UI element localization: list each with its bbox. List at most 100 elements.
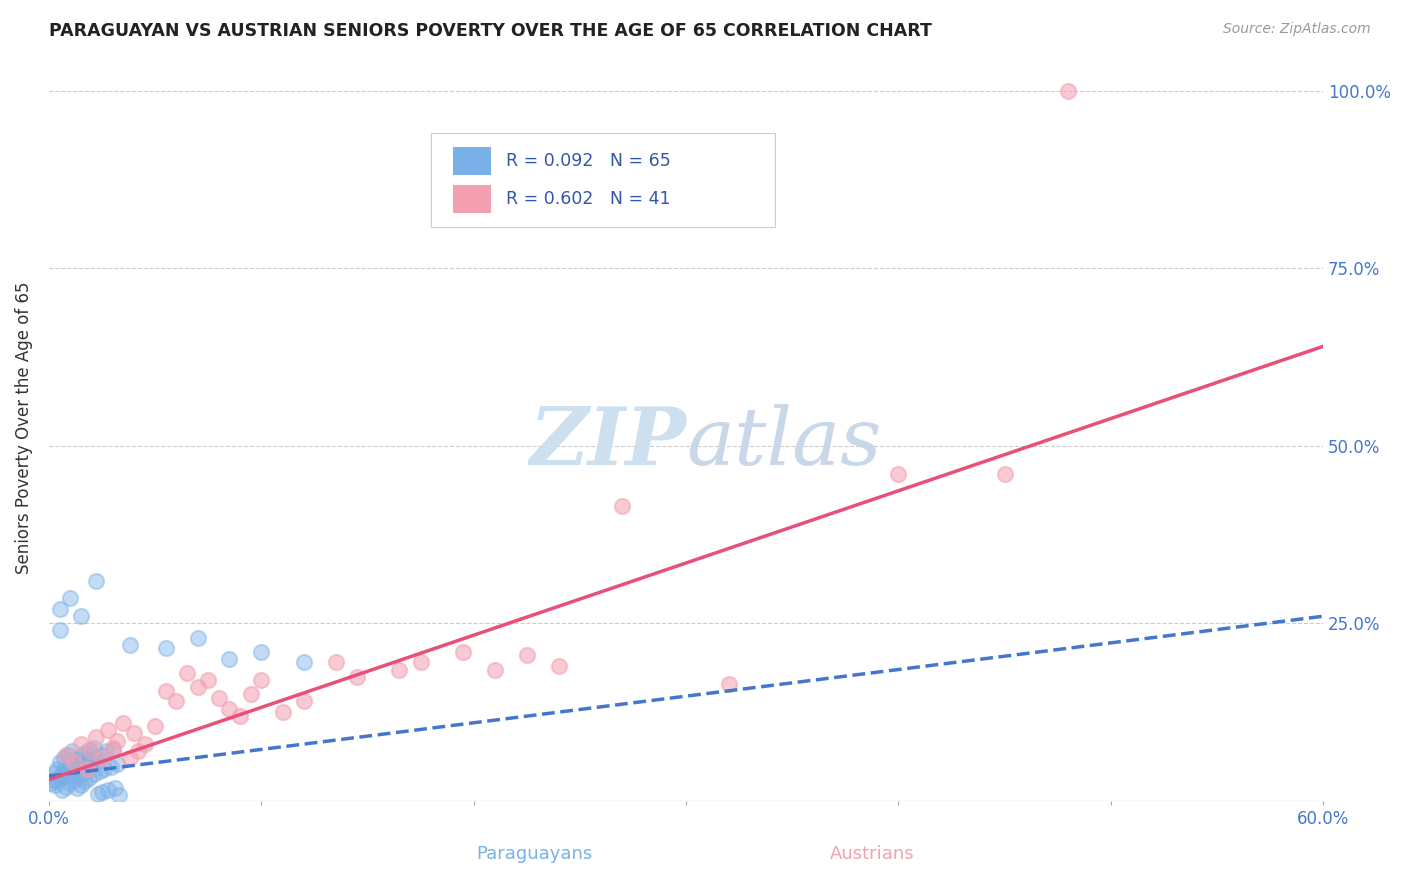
Point (250, 645, 273, 659)
Point (75, 774, 97, 789)
Point (56, 760, 79, 774)
Point (547, 659, 569, 673)
Point (292, 656, 315, 670)
Text: Source: ZipAtlas.com: Source: ZipAtlas.com (1223, 22, 1371, 37)
Point (84, 755, 107, 769)
Point (76, 755, 98, 769)
Point (155, 641, 177, 656)
Text: atlas: atlas (686, 404, 882, 482)
Point (105, 756, 128, 771)
Text: PARAGUAYAN VS AUSTRIAN SENIORS POVERTY OVER THE AGE OF 65 CORRELATION CHART: PARAGUAYAN VS AUSTRIAN SENIORS POVERTY O… (49, 22, 932, 40)
Point (101, 740, 124, 755)
Point (83, 767, 105, 781)
Point (717, 677, 740, 691)
Text: ZIP: ZIP (529, 404, 686, 482)
Point (84, 730, 107, 744)
Point (122, 726, 145, 740)
Point (994, 467, 1017, 482)
Point (79, 743, 101, 757)
Point (187, 631, 209, 645)
Point (143, 719, 166, 733)
Point (46, 762, 69, 776)
Point (89, 764, 111, 778)
Point (229, 708, 252, 723)
Point (76, 762, 98, 776)
Point (75, 746, 97, 760)
Point (48, 602, 70, 616)
Point (155, 683, 177, 698)
Point (46, 774, 69, 789)
Point (55, 769, 77, 783)
Point (451, 645, 474, 659)
Point (72, 765, 94, 780)
Point (52, 751, 75, 765)
Point (84, 574, 107, 588)
Point (65, 753, 87, 767)
Point (127, 744, 149, 758)
Point (59, 591, 82, 606)
Point (69, 737, 91, 751)
Point (97, 723, 120, 737)
Point (612, 499, 634, 513)
Point (96, 744, 118, 758)
Point (51, 767, 73, 781)
Point (44, 778, 66, 792)
Point (1057, 84, 1080, 98)
Point (63, 755, 86, 769)
Point (91, 751, 114, 765)
Point (134, 737, 156, 751)
Point (516, 648, 538, 663)
Point (69, 750, 91, 764)
Point (118, 638, 141, 652)
Point (292, 694, 315, 708)
Point (208, 690, 231, 705)
Point (239, 687, 262, 701)
Point (484, 663, 506, 677)
Point (250, 673, 273, 688)
Point (48, 624, 70, 638)
Point (97, 783, 120, 797)
Point (42, 772, 65, 787)
Point (63, 772, 86, 787)
Point (93, 762, 115, 776)
Point (60, 756, 83, 771)
Text: Austrians: Austrians (830, 846, 914, 863)
Point (325, 656, 347, 670)
Point (69, 609, 91, 624)
Point (388, 663, 411, 677)
Point (48, 755, 70, 769)
Text: R = 0.602   N = 41: R = 0.602 N = 41 (506, 190, 671, 208)
Point (887, 467, 910, 482)
Point (39, 776, 62, 790)
Point (80, 744, 103, 758)
Point (83, 740, 105, 755)
Point (409, 656, 432, 670)
Point (346, 670, 368, 684)
Point (67, 760, 90, 774)
Point (72, 756, 94, 771)
Point (101, 743, 124, 757)
Point (271, 705, 294, 719)
Point (84, 750, 107, 764)
Point (79, 771, 101, 785)
Point (80, 753, 103, 767)
Point (48, 771, 70, 785)
Point (87, 787, 110, 801)
Point (59, 767, 82, 781)
Point (218, 701, 240, 715)
Point (91, 785, 114, 799)
Point (108, 789, 131, 803)
Point (44, 765, 66, 780)
Point (218, 652, 240, 666)
Bar (453, 147, 491, 176)
Point (51, 783, 73, 797)
Point (55, 780, 77, 794)
Point (63, 762, 86, 776)
Point (59, 776, 82, 790)
Point (69, 778, 91, 792)
Point (176, 666, 198, 681)
FancyBboxPatch shape (432, 134, 775, 227)
Point (105, 733, 128, 747)
Text: Paraguayans: Paraguayans (477, 846, 592, 863)
Point (197, 673, 219, 688)
